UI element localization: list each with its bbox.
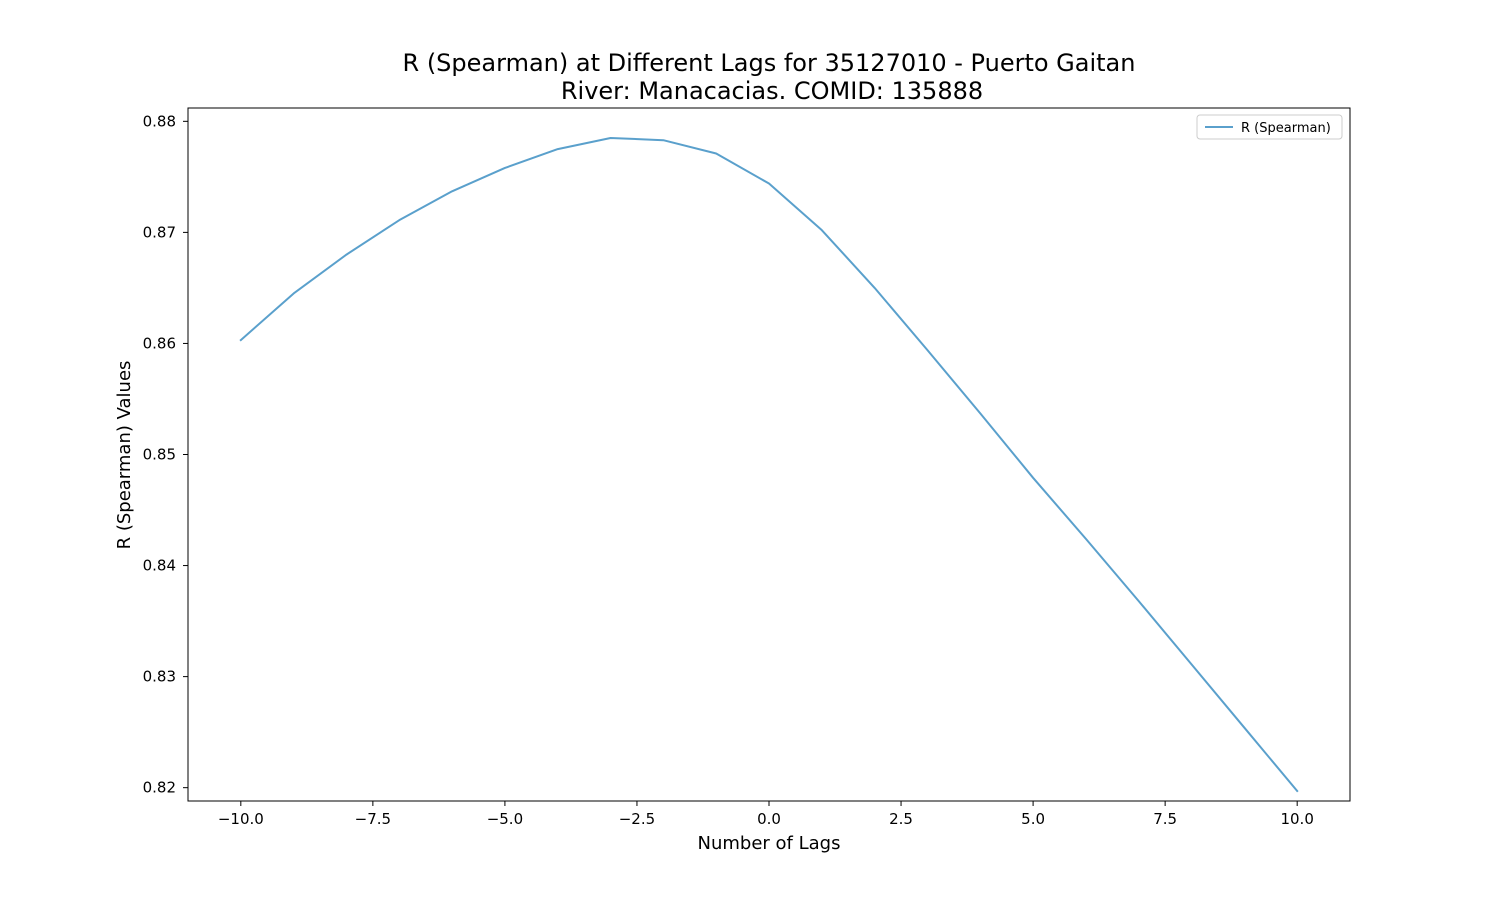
y-tick-label: 0.84	[143, 557, 176, 575]
plot-area: −10.0 −7.5 −5.0 −2.5 0.0 2.5 5.0 7.5 10.0 0.82 0.8…	[143, 107, 1351, 828]
x-tick-label: −10.0	[218, 810, 264, 828]
chart-title: R (Spearman) at Different Lags for 35127…	[403, 49, 1136, 77]
chart-subtitle: River: Manacacias. COMID: 135888	[561, 77, 983, 105]
x-tick-label: 2.5	[889, 810, 913, 828]
x-tick-label: 0.0	[757, 810, 781, 828]
y-tick-label: 0.87	[143, 223, 176, 241]
y-tick-label: 0.86	[143, 334, 176, 352]
y-axis-label: R (Spearman) Values	[114, 361, 135, 550]
x-tick-label: −5.0	[487, 810, 523, 828]
x-axis-label: Number of Lags	[698, 833, 841, 854]
x-tick-label: −7.5	[355, 810, 391, 828]
y-tick-label: 0.83	[143, 668, 176, 686]
y-tick-label: 0.85	[143, 446, 176, 464]
series-line	[239, 136, 1299, 793]
y-tick-label: 0.88	[143, 112, 176, 130]
x-tick-label: 10.0	[1280, 810, 1313, 828]
x-tick-label: −2.5	[619, 810, 655, 828]
legend-label: R (Spearman)	[1241, 121, 1331, 136]
y-tick-label: 0.82	[143, 779, 176, 797]
x-tick-label: 5.0	[1021, 810, 1045, 828]
legend-box	[1196, 114, 1343, 140]
x-tick-label: 7.5	[1153, 810, 1177, 828]
